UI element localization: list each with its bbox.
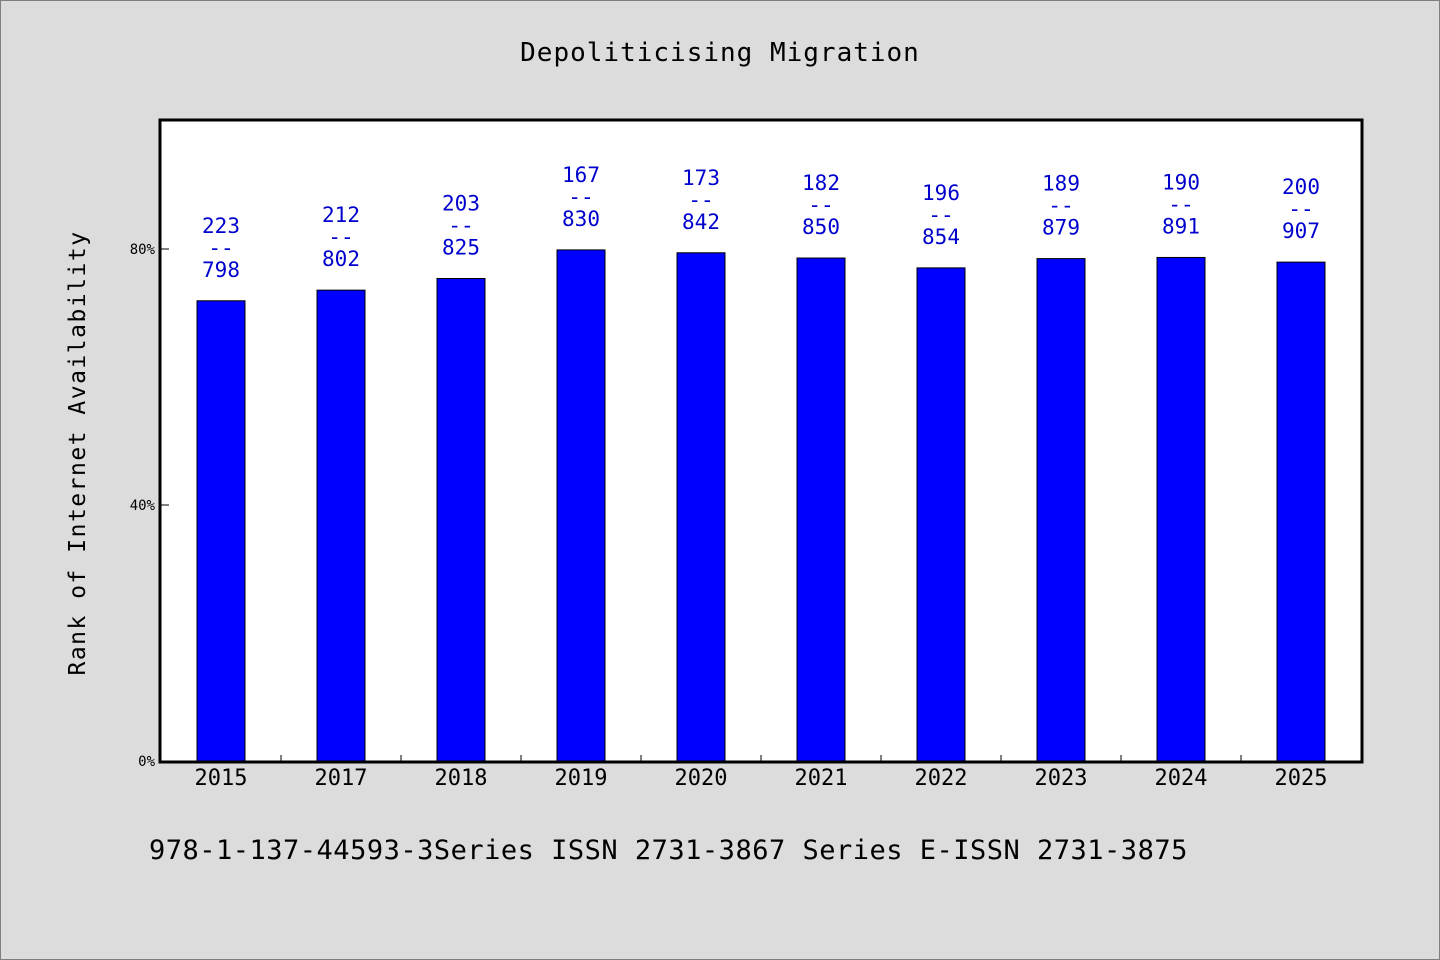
- data-label: 907: [1282, 219, 1320, 243]
- data-label: --: [448, 214, 473, 238]
- bar-2015: [196, 300, 246, 762]
- data-label: 190: [1162, 170, 1200, 194]
- bar-2024: [1156, 256, 1206, 762]
- footer-text: 978-1-137-44593-3Series ISSN 2731-3867 S…: [149, 835, 1188, 866]
- data-label: 182: [802, 171, 840, 195]
- x-tick-label: 2017: [315, 766, 368, 791]
- data-label: --: [928, 203, 953, 227]
- data-label: 167: [562, 163, 600, 187]
- x-tick-label: 2024: [1155, 766, 1208, 791]
- data-label: --: [568, 185, 593, 209]
- data-label: 825: [442, 236, 480, 260]
- data-label: 200: [1282, 175, 1320, 199]
- data-label: 196: [922, 181, 960, 205]
- x-tick-label: 2023: [1035, 766, 1088, 791]
- x-tick-label: 2020: [675, 766, 728, 791]
- x-tick-label: 2025: [1275, 766, 1328, 791]
- bar-2023: [1036, 258, 1086, 762]
- bar-2022: [916, 267, 966, 762]
- data-label: 830: [562, 207, 600, 231]
- x-axis: 2015 2017 2018 2019 2020 2021 2022 2023 2024 2025: [195, 766, 1328, 791]
- x-tick-label: 2015: [195, 766, 248, 791]
- data-label: --: [1168, 192, 1193, 216]
- y-axis: 0% 40% 80%: [130, 242, 1242, 770]
- y-tick-label: 80%: [130, 242, 156, 258]
- data-label: --: [1288, 197, 1313, 221]
- data-label: 891: [1162, 214, 1200, 238]
- data-label: 223: [202, 214, 240, 238]
- bar-2025: [1276, 261, 1326, 762]
- y-tick-label: 0%: [138, 754, 155, 770]
- bar-2018: [436, 278, 486, 762]
- chart-title: Depoliticising Migration: [520, 38, 920, 68]
- bar-chart: Depoliticising Migration 0%40%80% 223--7…: [65, 38, 1364, 791]
- y-tick-label: 40%: [130, 498, 156, 514]
- data-label: --: [328, 225, 353, 249]
- data-label: 802: [322, 247, 360, 271]
- x-tick-label: 2021: [795, 766, 848, 791]
- data-label: 850: [802, 215, 840, 239]
- data-label: 842: [682, 210, 720, 234]
- data-label: 173: [682, 166, 720, 190]
- bar-2020: [676, 252, 726, 762]
- bar-2017: [316, 289, 366, 762]
- data-label: 189: [1042, 172, 1080, 196]
- data-label: 798: [202, 258, 240, 282]
- x-tick-label: 2022: [915, 766, 968, 791]
- bar-2021: [796, 257, 846, 762]
- x-tick-label: 2018: [435, 766, 488, 791]
- data-label: --: [688, 188, 713, 212]
- y-axis-label: Rank of Internet Availability: [65, 230, 91, 675]
- data-label: --: [1048, 194, 1073, 218]
- data-label: --: [208, 236, 233, 260]
- data-label: 203: [442, 192, 480, 216]
- data-label: 854: [922, 225, 960, 249]
- x-tick-label: 2019: [555, 766, 608, 791]
- bar-2019: [556, 249, 606, 762]
- data-label: 212: [322, 203, 360, 227]
- data-labels: 223--798212--802203--825167--830173--842…: [202, 163, 1320, 282]
- data-label: --: [808, 193, 833, 217]
- bars: [196, 249, 1326, 762]
- data-label: 879: [1042, 216, 1080, 240]
